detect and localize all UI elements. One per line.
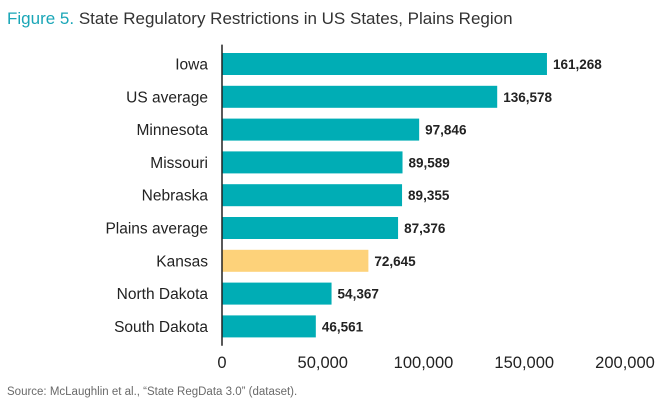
data-label: 54,367	[338, 287, 379, 302]
category-label: Minnesota	[136, 122, 208, 139]
data-label: 46,561	[322, 319, 364, 334]
category-label: Plains average	[105, 221, 208, 238]
category-label: Kansas	[156, 253, 208, 270]
chart-title: Figure 5. State Regulatory Restrictions …	[7, 9, 513, 29]
figure-label: Figure 5.	[7, 9, 75, 28]
data-label: 87,376	[404, 221, 446, 236]
source-note: Source: McLaughlin et al., “State RegDat…	[7, 386, 298, 398]
data-label: 97,846	[425, 123, 467, 138]
bar-kansas	[222, 249, 369, 272]
x-tick-label: 50,000	[298, 354, 348, 372]
x-tick-label: 0	[217, 354, 226, 372]
bar-minnesota	[222, 118, 420, 141]
bar-iowa	[222, 53, 547, 75]
data-label: 89,589	[409, 155, 450, 170]
bar-missouri	[222, 151, 403, 174]
category-label: South Dakota	[114, 319, 208, 336]
x-tick-label: 100,000	[394, 354, 454, 372]
data-label: 161,268	[553, 57, 602, 72]
x-tick-label: 150,000	[494, 354, 554, 372]
bar-plains-average	[222, 217, 399, 239]
category-label: US average	[126, 89, 208, 106]
category-label: Iowa	[175, 57, 208, 74]
category-label: Nebraska	[142, 188, 209, 205]
data-label: 72,645	[374, 254, 416, 269]
data-label: 89,355	[408, 188, 450, 203]
x-tick-label: 200,000	[595, 354, 655, 372]
bar-us-average	[222, 85, 498, 108]
category-label: North Dakota	[117, 286, 209, 303]
chart-title-text: State Regulatory Restrictions in US Stat…	[78, 9, 513, 28]
data-label: 136,578	[503, 90, 552, 105]
category-label: Missouri	[150, 155, 208, 172]
bar-nebraska	[222, 184, 403, 207]
bar-north-dakota	[222, 282, 332, 305]
bar-south-dakota	[222, 315, 316, 338]
